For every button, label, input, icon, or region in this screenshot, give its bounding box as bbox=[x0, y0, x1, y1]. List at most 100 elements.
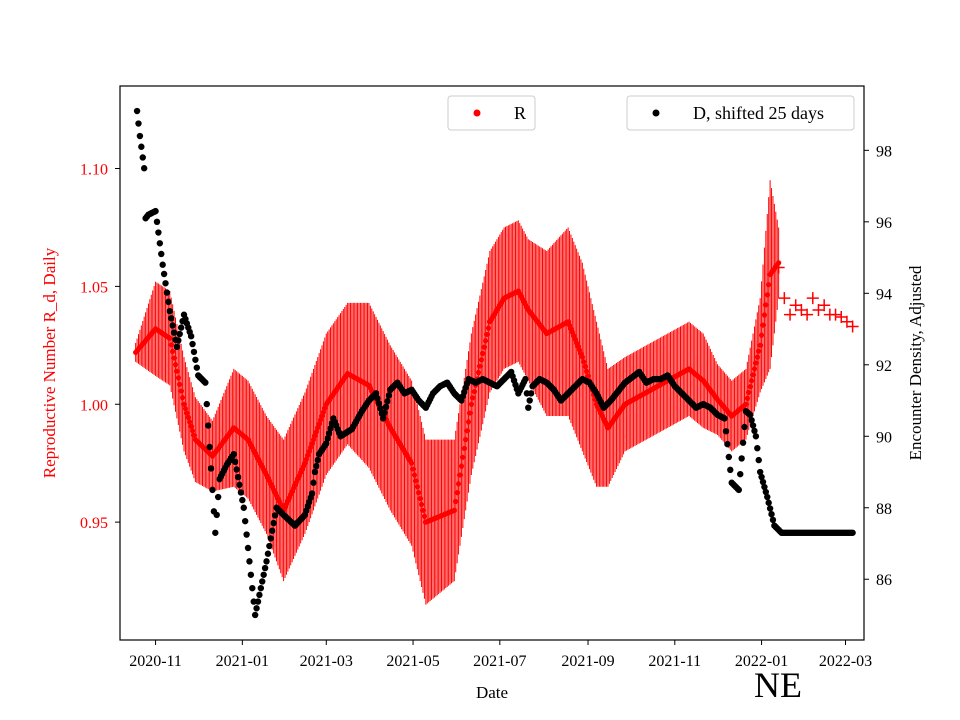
d-point bbox=[759, 478, 767, 486]
r-point bbox=[178, 388, 184, 394]
x-axis-label: Date bbox=[476, 683, 508, 702]
r-point bbox=[308, 444, 314, 451]
r-point bbox=[451, 507, 457, 513]
r-point bbox=[584, 368, 590, 374]
x-tick-label: 2021-05 bbox=[386, 653, 439, 670]
right-tick-label: 96 bbox=[876, 215, 892, 232]
d-point bbox=[323, 440, 330, 447]
d-point bbox=[192, 356, 199, 363]
d-point bbox=[739, 439, 747, 446]
r-point bbox=[418, 501, 425, 508]
d-point bbox=[754, 444, 761, 452]
d-point bbox=[165, 298, 172, 306]
r-point bbox=[189, 428, 196, 434]
d-point bbox=[738, 455, 745, 462]
d-point bbox=[314, 456, 321, 464]
x-tick-label: 2021-03 bbox=[300, 653, 353, 670]
r-point bbox=[468, 401, 474, 407]
legend-r-label: R bbox=[514, 103, 526, 123]
right-tick-label: 90 bbox=[876, 429, 892, 446]
d-point bbox=[758, 473, 765, 481]
r-point bbox=[485, 325, 492, 331]
r-point bbox=[478, 357, 484, 363]
d-point bbox=[177, 324, 185, 331]
d-point bbox=[173, 343, 181, 351]
r-point bbox=[174, 368, 180, 374]
d-point bbox=[761, 483, 768, 491]
d-point bbox=[722, 428, 730, 435]
r-point bbox=[320, 409, 327, 415]
x-tick-label: 2021-09 bbox=[561, 653, 614, 670]
r-point bbox=[322, 405, 328, 411]
r-plus-point bbox=[829, 308, 842, 321]
r-plus-point bbox=[784, 308, 797, 321]
d-point bbox=[139, 154, 146, 161]
d-point bbox=[193, 364, 201, 371]
d-point bbox=[212, 529, 219, 536]
d-point bbox=[270, 519, 277, 527]
r-point bbox=[761, 312, 768, 318]
d-point bbox=[203, 400, 210, 408]
right-tick-label: 94 bbox=[876, 286, 892, 303]
d-point bbox=[748, 416, 755, 424]
d-point bbox=[209, 486, 216, 494]
d-point bbox=[256, 591, 263, 599]
d-point bbox=[327, 425, 334, 432]
r-point bbox=[458, 463, 465, 469]
d-point bbox=[234, 473, 242, 481]
d-point bbox=[752, 433, 760, 440]
r-point bbox=[470, 395, 476, 401]
d-point bbox=[158, 250, 165, 258]
d-point bbox=[765, 499, 772, 506]
legend-r-box bbox=[447, 95, 536, 131]
r-point bbox=[481, 344, 487, 350]
d-point bbox=[526, 397, 533, 404]
d-point bbox=[724, 440, 731, 448]
r-plus-point bbox=[806, 292, 819, 305]
d-point bbox=[153, 218, 161, 226]
r-point bbox=[319, 413, 325, 419]
r-point bbox=[756, 348, 762, 354]
d-point bbox=[382, 403, 390, 411]
r-plus-point bbox=[846, 320, 859, 333]
r-points bbox=[133, 260, 782, 525]
d-point bbox=[374, 395, 381, 402]
d-point bbox=[170, 329, 178, 336]
d-point bbox=[140, 165, 148, 172]
d-point bbox=[213, 511, 220, 519]
x-tick-label: 2021-11 bbox=[648, 653, 701, 670]
r-point bbox=[471, 388, 477, 395]
d-point bbox=[313, 462, 320, 470]
d-point bbox=[741, 423, 748, 431]
d-point bbox=[243, 531, 250, 538]
d-point bbox=[721, 415, 728, 422]
d-point bbox=[244, 544, 252, 552]
x-tick-label: 2020-11 bbox=[129, 653, 182, 670]
r-point bbox=[766, 282, 772, 288]
x-tick-label: 2021-07 bbox=[473, 653, 526, 670]
d-point bbox=[762, 488, 770, 496]
r-point bbox=[482, 338, 489, 344]
r-point bbox=[410, 466, 416, 472]
d-point bbox=[232, 458, 239, 466]
r-point bbox=[475, 369, 482, 376]
d-point bbox=[769, 516, 777, 524]
d-point bbox=[267, 535, 274, 542]
right-tick-label: 98 bbox=[876, 143, 892, 160]
r-point bbox=[463, 437, 469, 443]
r-point bbox=[411, 472, 418, 478]
left-tick-label: 1.05 bbox=[80, 279, 108, 296]
d-point bbox=[168, 315, 175, 322]
d-point bbox=[163, 289, 171, 296]
d-point bbox=[749, 422, 757, 429]
d-point bbox=[162, 280, 169, 287]
d-point bbox=[241, 517, 249, 525]
d-point bbox=[764, 493, 771, 501]
d-point bbox=[263, 558, 270, 565]
legend-d: D, shifted 25 days bbox=[626, 95, 855, 131]
d-point bbox=[269, 527, 276, 534]
d-point bbox=[325, 430, 333, 437]
r-plus-points bbox=[772, 261, 859, 333]
r-point bbox=[763, 302, 769, 308]
r-point bbox=[746, 389, 752, 396]
